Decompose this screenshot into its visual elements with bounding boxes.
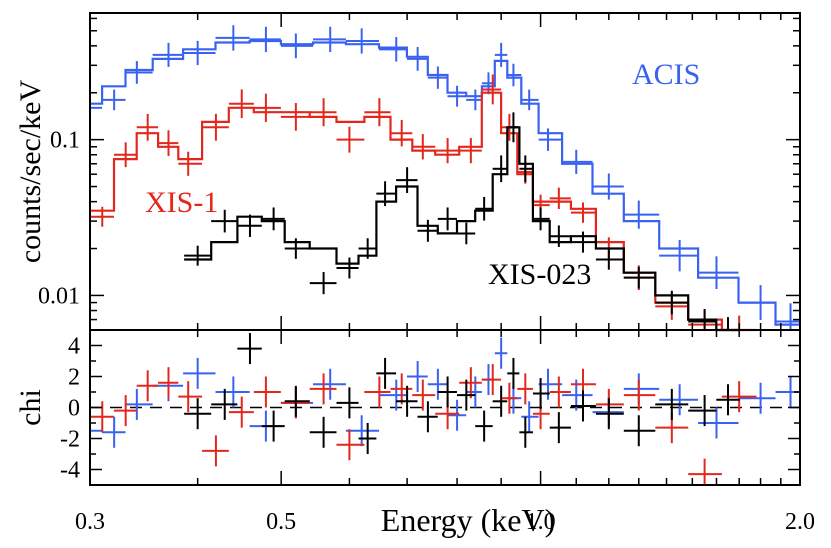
y-tick-label: 0 — [68, 396, 80, 422]
y-tick-label: 0.1 — [50, 128, 80, 154]
x-tick-label: 0.3 — [75, 509, 105, 535]
y-tick-label: 4 — [68, 334, 80, 360]
y-tick-label: 0.01 — [38, 283, 80, 309]
y-axis-label-spectrum: counts/sec/keV — [14, 80, 47, 264]
y-tick-label: -4 — [60, 458, 80, 484]
x-tick-label: 0.5 — [266, 509, 296, 535]
y-axis-label-residuals: chi — [14, 389, 47, 426]
model-line-xis-023 — [184, 126, 740, 332]
x-tick-label: 1.0 — [526, 509, 556, 535]
series-label-xis-023: XIS-023 — [488, 258, 591, 291]
x-axis-label: Energy (keV) — [381, 502, 555, 538]
x-tick-label: 2.0 — [785, 509, 815, 535]
series-label-acis: ACIS — [632, 58, 700, 91]
series-label-xis-1: XIS-1 — [145, 186, 218, 219]
y-tick-label: -2 — [60, 427, 80, 453]
y-tick-label: 2 — [68, 365, 80, 391]
